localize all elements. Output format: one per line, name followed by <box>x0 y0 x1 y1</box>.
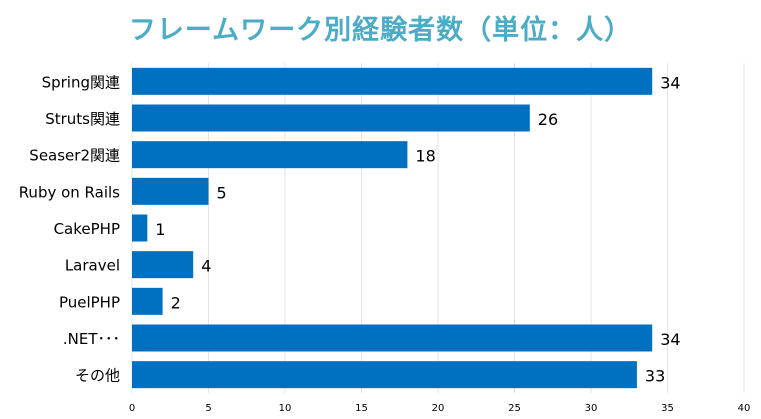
category-label-1: Struts関連 <box>45 110 120 128</box>
category-label-0: Spring関連 <box>42 73 120 91</box>
bar-7 <box>132 324 653 352</box>
x-tick-label-8: 40 <box>738 403 751 414</box>
category-label-5: Laravel <box>65 257 120 275</box>
bar-1 <box>132 104 530 132</box>
data-label-7: 34 <box>660 330 680 349</box>
data-label-2: 18 <box>415 147 435 166</box>
category-label-8: その他 <box>75 367 120 385</box>
data-label-1: 26 <box>538 110 558 129</box>
data-label-5: 4 <box>201 257 211 276</box>
data-label-6: 2 <box>171 293 181 312</box>
data-label-0: 34 <box>660 73 680 92</box>
data-label-3: 5 <box>217 183 227 202</box>
data-label-8: 33 <box>645 367 665 386</box>
category-label-6: PuelPHP <box>59 293 120 311</box>
x-tick-label-2: 10 <box>279 403 292 414</box>
x-tick-label-4: 20 <box>432 403 445 414</box>
x-tick-label-5: 25 <box>508 403 521 414</box>
x-tick-label-3: 15 <box>355 403 368 414</box>
x-tick-label-1: 5 <box>205 403 211 414</box>
chart-title: フレームワーク別経験者数（単位：人） <box>128 15 633 46</box>
bar-6 <box>132 287 163 315</box>
category-label-2: Seaser2関連 <box>29 147 120 165</box>
x-tick-label-6: 30 <box>585 403 598 414</box>
bar-2 <box>132 141 408 169</box>
bar-0 <box>132 67 653 95</box>
bar-3 <box>132 177 209 205</box>
data-label-4: 1 <box>155 220 165 239</box>
x-tick-label-0: 0 <box>129 403 135 414</box>
bar-4 <box>132 214 148 242</box>
category-label-4: CakePHP <box>54 220 120 238</box>
bar-8 <box>132 361 637 389</box>
category-label-3: Ruby on Rails <box>19 183 120 201</box>
x-tick-label-7: 35 <box>661 403 674 414</box>
bar-5 <box>132 251 194 279</box>
category-label-7: .NET･･･ <box>63 330 120 348</box>
